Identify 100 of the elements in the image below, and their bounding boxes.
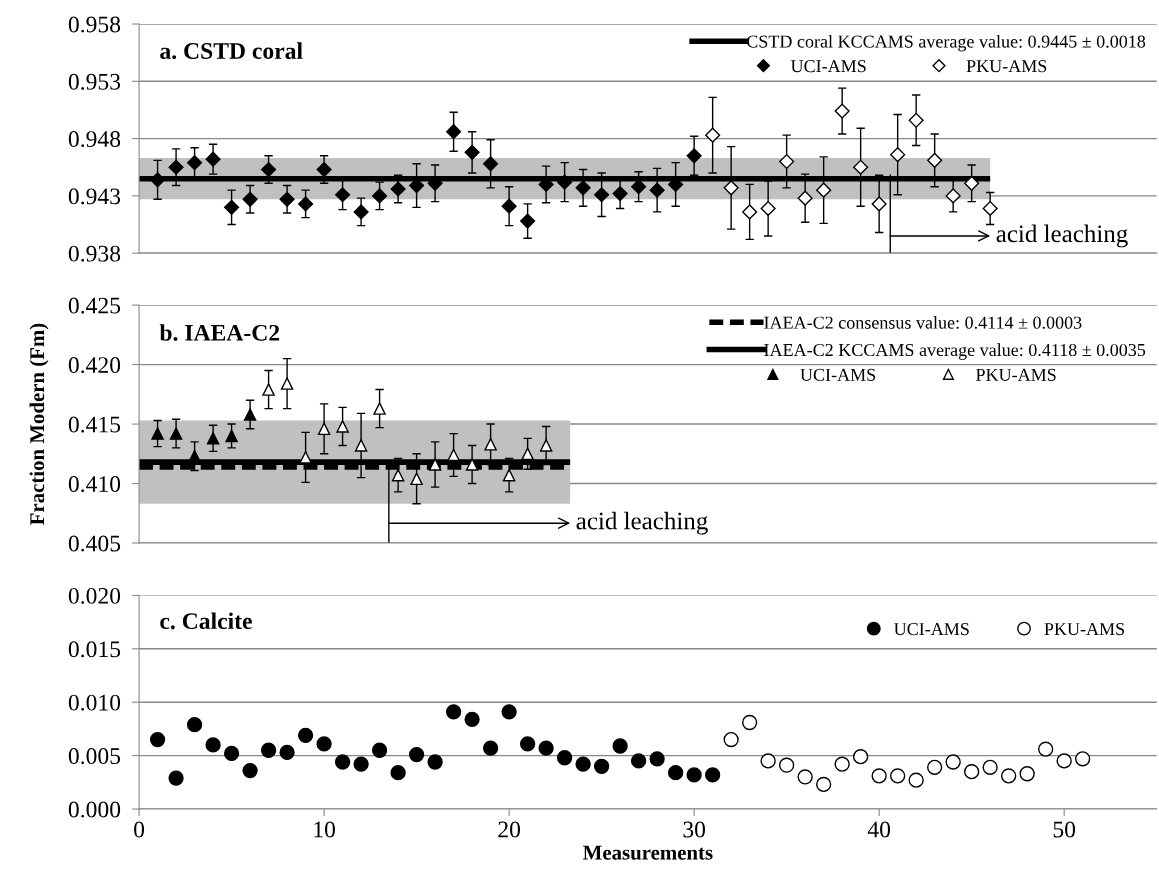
point [612, 738, 628, 754]
point [964, 763, 980, 780]
point [557, 174, 573, 190]
x-axis-title: Measurements [583, 845, 713, 860]
point [169, 427, 183, 440]
point [242, 762, 258, 779]
point [427, 175, 443, 191]
point [686, 767, 702, 783]
y-tick-label: 0.943 [68, 188, 121, 205]
point [538, 740, 554, 756]
point [723, 180, 739, 196]
y-tick-label: 0.420 [68, 357, 121, 374]
point [243, 408, 257, 421]
point [649, 182, 665, 198]
point [205, 737, 221, 753]
point [316, 736, 332, 752]
point [280, 377, 294, 390]
point [187, 155, 203, 171]
point [168, 770, 184, 786]
point [797, 190, 813, 206]
point [410, 472, 423, 486]
y-tick-label: 0.948 [68, 131, 121, 148]
legend-label: UCI-AMS [894, 623, 969, 636]
point [373, 402, 386, 415]
point [630, 753, 647, 769]
point [871, 768, 887, 784]
point [1056, 753, 1072, 769]
point [316, 161, 332, 178]
point [1001, 768, 1017, 784]
point [390, 181, 406, 197]
point [279, 744, 295, 761]
annotation: acid leaching [576, 511, 708, 535]
point [519, 736, 536, 752]
point [317, 422, 331, 436]
text: b. IAEA-C2 [159, 324, 280, 341]
point [225, 429, 238, 443]
point [445, 704, 462, 720]
point [465, 458, 479, 471]
point [298, 196, 314, 212]
point [1075, 751, 1091, 767]
point [484, 438, 497, 451]
point [520, 213, 536, 229]
point [353, 756, 369, 772]
point [502, 468, 516, 482]
point [149, 731, 166, 748]
point [945, 754, 961, 770]
x-tick-label: 50 [1053, 821, 1076, 838]
point [428, 458, 442, 471]
point [631, 179, 647, 195]
point [260, 742, 277, 758]
text: c. Calcite [160, 612, 252, 630]
point [1019, 766, 1035, 782]
point [853, 749, 869, 765]
point [575, 756, 591, 772]
point [224, 199, 240, 215]
point [151, 427, 164, 440]
legend-label: IAEA-C2 KCCAMS average value: 0.4118 ± 0.0035 [764, 343, 1146, 360]
point [206, 432, 220, 445]
point [705, 127, 721, 143]
point [890, 768, 906, 784]
y-tick-label: 0.010 [68, 694, 121, 711]
y-tick-label: 0.020 [68, 587, 121, 604]
point [1038, 741, 1054, 757]
point [427, 754, 443, 770]
point [483, 156, 499, 172]
point [261, 161, 277, 178]
point [908, 772, 924, 788]
y-tick-label: 0.015 [68, 641, 121, 658]
y-tick-label: 0.958 [68, 16, 121, 33]
point [686, 148, 702, 164]
point [593, 758, 610, 774]
x-tick-label: 30 [683, 821, 706, 838]
point [150, 172, 166, 188]
x-tick-label: 20 [498, 821, 521, 838]
x-tick-label: 40 [867, 821, 891, 838]
legend-label: PKU-AMS [1044, 623, 1125, 636]
point [262, 383, 275, 396]
point [464, 711, 480, 727]
point [501, 704, 517, 720]
point [723, 731, 739, 748]
point [556, 750, 573, 766]
point [575, 180, 591, 196]
point [704, 767, 721, 783]
point [612, 186, 628, 202]
point [447, 448, 460, 462]
point [464, 144, 480, 160]
point [760, 200, 776, 217]
point [834, 103, 850, 119]
point [521, 447, 534, 461]
point [982, 200, 998, 217]
point [501, 198, 517, 214]
legend-label: UCI-AMS [790, 60, 866, 73]
y-tick-label: 0.938 [68, 245, 121, 262]
point [334, 754, 351, 770]
annotation: acid leaching [996, 224, 1128, 248]
point [186, 716, 203, 733]
point [390, 765, 406, 781]
y-tick-label: 0.953 [68, 73, 121, 90]
point [446, 124, 462, 140]
point [539, 439, 553, 452]
